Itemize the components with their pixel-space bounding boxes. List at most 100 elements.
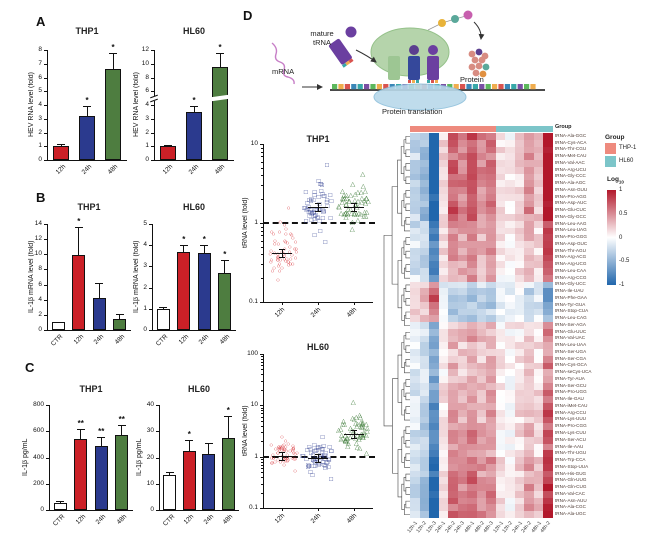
heatmap-cell — [419, 207, 430, 215]
scatter-point: ○ — [291, 450, 296, 458]
il1b-mrna-thp1-bar-chart: THP1 IL-1β mRNA level (fold) 0 2 4 6 8 10 12 14 CT… — [28, 196, 134, 356]
heatmap-row-label: tRNA-Ile-UAU — [555, 288, 584, 294]
x-axis — [47, 330, 131, 332]
heatmap-cell — [410, 477, 420, 485]
scatter-point: △ — [340, 196, 346, 204]
scatter-point: ○ — [289, 231, 294, 239]
heatmap-cell — [524, 308, 535, 316]
heatmap-cell — [429, 214, 439, 222]
heatmap-cell — [410, 328, 420, 337]
heatmap-cell — [486, 315, 497, 323]
heatmap-cell — [476, 288, 487, 296]
scatter-point: □ — [329, 475, 334, 483]
y-tick — [149, 245, 152, 247]
legend-swatch-thp1 — [605, 143, 616, 154]
y-minor-tick — [261, 235, 263, 237]
heatmap-cell — [486, 396, 497, 404]
heatmap-cell — [448, 308, 459, 316]
heatmap-cell — [486, 295, 497, 303]
heatmap-cell — [543, 409, 554, 418]
colorbar-tick: 0.5 — [619, 210, 628, 217]
scatter-point: □ — [306, 461, 311, 469]
heatmap-cell — [438, 457, 449, 465]
y-tick-label: 12 — [34, 235, 42, 243]
heatmap-cell — [467, 247, 478, 255]
il1b-mrna-hl60-bar-chart: HL60 IL-1β mRNA level (fold) 0 1 2 3 4 5 CTR * 12h… — [133, 196, 239, 356]
heatmap-cell — [476, 133, 487, 141]
heatmap-cell — [467, 342, 478, 350]
heatmap-cell — [476, 281, 487, 289]
scatter-point: □ — [320, 433, 325, 441]
scatter-point: ○ — [277, 268, 282, 276]
scatter-point: □ — [312, 213, 317, 221]
heatmap-cell — [514, 268, 525, 276]
error-bar-stem — [112, 53, 114, 70]
heatmap-cell — [457, 382, 468, 391]
x-group-label: 48h — [345, 512, 359, 525]
heatmap-cell — [438, 247, 449, 255]
heatmap-cell — [543, 268, 554, 276]
heatmap-cell — [457, 281, 468, 289]
error-bar-stem — [219, 52, 221, 68]
heatmap-cell — [524, 207, 535, 215]
axis-break-gap — [151, 95, 158, 101]
heatmap-cell — [505, 139, 516, 147]
heatmap-row-label: tRNA-Cys-GCA — [555, 362, 587, 368]
heatmap-cell — [495, 308, 506, 316]
heatmap-cell — [457, 241, 468, 249]
scatter-point: ○ — [272, 241, 277, 249]
heatmap-cell — [419, 328, 430, 337]
significance-star: * — [226, 405, 230, 415]
heatmap-cell — [429, 335, 439, 343]
heatmap-cell — [438, 443, 449, 451]
heatmap-cell — [514, 160, 525, 168]
y-tick — [156, 457, 159, 459]
scatter-point: ○ — [268, 251, 273, 259]
heatmap-cell — [514, 295, 525, 303]
heatmap-cell — [486, 227, 497, 235]
heatmap-cell — [524, 268, 535, 276]
scatter-point: △ — [359, 423, 365, 431]
scatter-point: □ — [313, 211, 318, 219]
significance-star: * — [182, 235, 186, 245]
heatmap-cell — [524, 376, 535, 384]
heatmap-row-label: tRNA-Glu-CUC — [555, 207, 587, 213]
legend-label-hl60: HL60 — [619, 158, 634, 164]
heatmap-cell — [457, 389, 468, 397]
heatmap-cell — [476, 207, 487, 215]
y-tick-label: 10 — [141, 59, 149, 67]
x-category-label: 48h — [113, 333, 126, 346]
heatmap-cell — [438, 146, 449, 154]
il1b-protein-thp1-bar-chart: THP1 IL-1β pg/mL 0 200 400 600 800 CTR ** 12h ** 24… — [22, 378, 134, 540]
scatter-point: □ — [306, 463, 311, 471]
heatmap-row-label: tRNA-seCys-UCA — [555, 369, 592, 375]
y-minor-tick — [261, 278, 263, 279]
heatmap-cell — [486, 389, 497, 397]
error-bar-stem — [100, 436, 102, 446]
y-tick — [44, 50, 47, 51]
heatmap-cell — [419, 430, 430, 438]
scatter-point: □ — [307, 444, 312, 452]
error-bar-stem — [208, 443, 210, 454]
x-group-label: 12h — [273, 306, 287, 319]
scatter-point: □ — [309, 217, 314, 225]
heatmap-cell — [495, 187, 506, 195]
heatmap-row-label: tRNA-Val-UAC — [555, 335, 586, 341]
heatmap-cell — [486, 214, 497, 222]
scatter-point: □ — [310, 451, 315, 459]
scatter-point: ○ — [271, 231, 276, 238]
heatmap-cell — [457, 403, 468, 411]
row-dendrogram — [383, 136, 410, 515]
y-tick-label: 1 — [145, 142, 149, 150]
heatmap-cell — [448, 369, 459, 377]
significance-star: ** — [98, 426, 105, 436]
heatmap-cell — [524, 160, 535, 168]
heatmap-cell — [543, 376, 554, 384]
scatter-point: ○ — [286, 261, 291, 269]
heatmap-cell — [429, 430, 439, 438]
heatmap-cell — [495, 490, 506, 499]
scatter-point: △ — [349, 226, 355, 234]
heatmap-cell — [486, 450, 497, 458]
scatter-point: △ — [362, 196, 368, 204]
heatmap-row-label: tRNA-Met-CAU — [555, 153, 587, 159]
